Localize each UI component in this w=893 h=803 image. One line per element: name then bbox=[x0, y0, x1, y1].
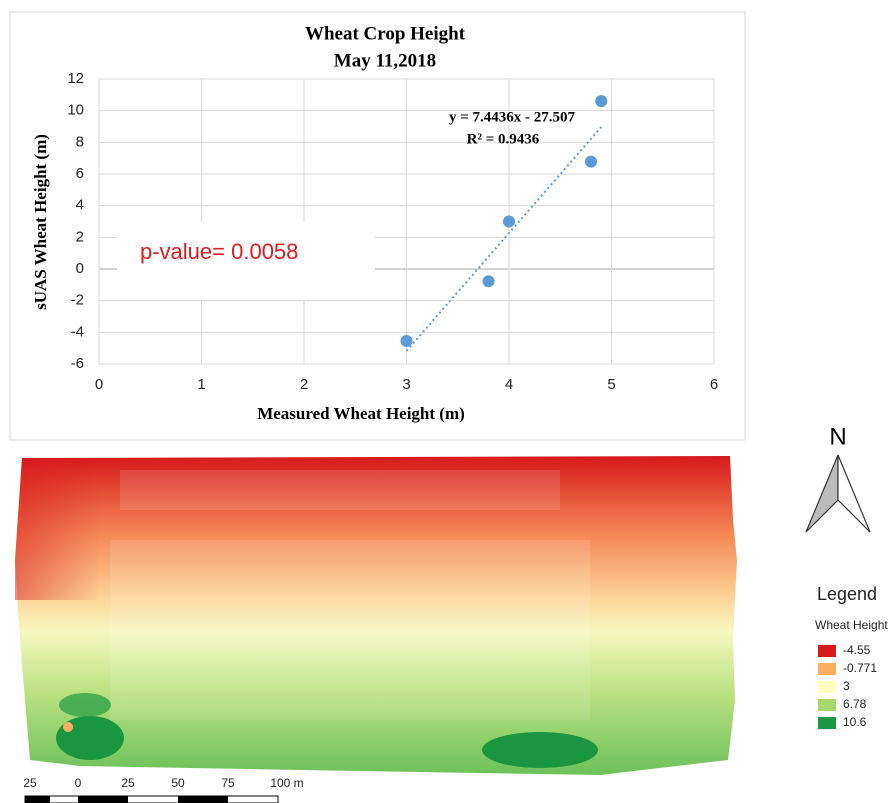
point bbox=[585, 156, 597, 168]
legend-label: 6.78 bbox=[843, 697, 867, 711]
legend-label: -0.771 bbox=[843, 661, 877, 675]
x-tick-label: 2 bbox=[300, 376, 308, 393]
figure: Wheat Crop Height May 11,2018 Measured W… bbox=[0, 0, 893, 803]
x-tick-label: 1 bbox=[197, 376, 205, 393]
point bbox=[483, 275, 495, 287]
height-map bbox=[15, 456, 737, 775]
y-tick-label: -2 bbox=[71, 292, 84, 309]
legend: -4.55 -0.771 3 6.78 10.6 bbox=[818, 643, 877, 729]
legend-label: 10.6 bbox=[843, 715, 867, 729]
scale-label: 50 bbox=[171, 776, 185, 790]
point bbox=[401, 335, 413, 347]
scale-label: 25 bbox=[121, 776, 135, 790]
legend-label: 3 bbox=[843, 679, 850, 693]
scale-label: 100 m bbox=[270, 776, 303, 790]
legend-swatch bbox=[818, 681, 836, 693]
trend-r2: R² = 0.9436 bbox=[467, 131, 540, 147]
p-value: p-value= 0.0058 bbox=[140, 239, 298, 264]
y-tick-label: 6 bbox=[76, 165, 84, 182]
legend-swatch bbox=[818, 663, 836, 675]
north-label: N bbox=[829, 423, 846, 450]
scale-label: 75 bbox=[221, 776, 235, 790]
y-tick-label: 4 bbox=[76, 197, 84, 214]
y-tick-label: 0 bbox=[76, 260, 84, 277]
y-tick-label: 2 bbox=[76, 228, 84, 245]
scale-bar: 25 0 25 50 75 100 m bbox=[23, 776, 303, 803]
legend-swatch bbox=[818, 699, 836, 711]
legend-subtitle: Wheat Height bbox=[815, 618, 888, 632]
x-tick-label: 5 bbox=[607, 376, 615, 393]
scale-label: 25 bbox=[23, 776, 37, 790]
legend-swatch bbox=[818, 645, 836, 657]
y-tick-label: -6 bbox=[71, 355, 84, 372]
y-tick-label: 10 bbox=[67, 102, 84, 119]
legend-label: -4.55 bbox=[843, 643, 871, 657]
scale-label: 0 bbox=[75, 776, 82, 790]
trend-equation: y = 7.4436x - 27.507 bbox=[449, 109, 576, 125]
x-tick-label: 3 bbox=[402, 376, 410, 393]
north-arrow bbox=[806, 455, 870, 532]
legend-title: Legend bbox=[817, 584, 877, 604]
y-axis-label: sUAS Wheat Height (m) bbox=[31, 134, 50, 310]
chart-subtitle: May 11,2018 bbox=[334, 50, 436, 71]
y-tick-label: 8 bbox=[76, 133, 84, 150]
y-tick-label: 12 bbox=[67, 70, 84, 87]
x-axis-label: Measured Wheat Height (m) bbox=[257, 404, 465, 423]
legend-swatch bbox=[818, 717, 836, 729]
chart-title: Wheat Crop Height bbox=[305, 23, 466, 44]
x-tick-label: 6 bbox=[710, 376, 718, 393]
point bbox=[503, 216, 515, 228]
x-tick-label: 4 bbox=[505, 376, 513, 393]
point bbox=[595, 95, 607, 107]
x-tick-label: 0 bbox=[95, 376, 103, 393]
y-tick-label: -4 bbox=[71, 323, 84, 340]
